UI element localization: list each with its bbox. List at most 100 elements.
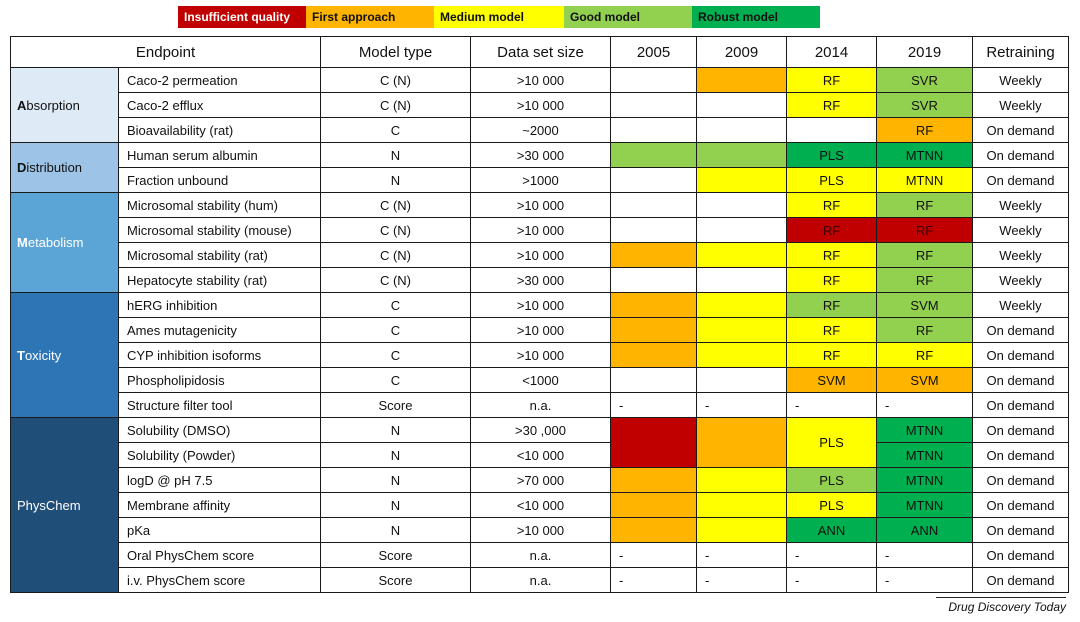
data-set-size-cell: >10 000 <box>470 292 611 318</box>
table-row: Metabolism Microsomal stability (hum) C (N… <box>10 192 1069 293</box>
model-quality-cell-2009 <box>696 192 787 218</box>
model-type-cell: C <box>320 292 471 318</box>
model-type-cell: N <box>320 517 471 543</box>
model-quality-cell-2005 <box>610 317 697 343</box>
model-quality-cell-2009 <box>696 267 787 293</box>
legend-insufficient-quality: Insufficient quality <box>178 6 306 28</box>
endpoint-cell: logD @ pH 7.5 <box>118 467 321 493</box>
category-absorption: Absorption <box>10 67 119 143</box>
endpoint-cell: Fraction unbound <box>118 167 321 193</box>
table-row: pKa N >10 000 ANN ANN On demand <box>11 517 1069 543</box>
col-header-endpoint: Endpoint <box>10 36 321 68</box>
endpoint-cell: hERG inhibition <box>118 292 321 318</box>
endpoint-cell: Microsomal stability (rat) <box>118 242 321 268</box>
model-quality-cell-2005 <box>610 292 697 318</box>
header-row: Endpoint Model type Data set size 2005 2… <box>10 36 1069 68</box>
category-label: oxicity <box>24 347 62 363</box>
model-quality-cell-2014: - <box>786 542 877 568</box>
data-set-size-cell: >10 000 <box>470 317 611 343</box>
model-type-cell: Score <box>320 542 471 568</box>
model-type-cell: N <box>320 417 471 443</box>
model-type-cell: C <box>320 317 471 343</box>
model-type-cell: C (N) <box>320 192 471 218</box>
model-quality-cell-2005 <box>610 217 697 243</box>
table-row: Absorption Caco-2 permeation C (N) >10 000 R… <box>10 67 1069 143</box>
endpoint-cell: CYP inhibition isoforms <box>118 342 321 368</box>
model-quality-cell-2005 <box>610 417 697 468</box>
model-quality-cell-2019: MTNN <box>876 492 973 518</box>
model-type-cell: N <box>320 167 471 193</box>
category-label: istribution <box>26 160 83 175</box>
model-type-cell: C (N) <box>320 267 471 293</box>
retraining-cell: Weekly <box>972 292 1069 318</box>
model-quality-cell-2014: - <box>786 567 877 593</box>
data-set-size-cell: >30 ,000 <box>470 417 611 443</box>
model-quality-cell-2009 <box>696 117 787 143</box>
model-quality-cell-2014: RF <box>786 317 877 343</box>
endpoint-cell: Human serum albumin <box>118 142 321 168</box>
retraining-cell: Weekly <box>972 242 1069 268</box>
model-quality-cell-2014: RF <box>786 292 877 318</box>
model-quality-cell-2009 <box>696 417 787 468</box>
retraining-cell: On demand <box>972 517 1069 543</box>
model-quality-cell-2014: PLS <box>786 492 877 518</box>
data-set-size-cell: n.a. <box>470 392 611 418</box>
legend-robust-model: Robust model <box>692 6 820 28</box>
model-quality-cell-2014: RF <box>786 217 877 243</box>
model-quality-cell-2014: RF <box>786 342 877 368</box>
table-row: CYP inhibition isoforms C >10 000 RF RF On de… <box>11 342 1069 368</box>
model-quality-cell-2014: RF <box>786 67 877 93</box>
endpoint-cell: Oral PhysChem score <box>118 542 321 568</box>
retraining-cell: On demand <box>972 542 1069 568</box>
data-set-size-cell: >1000 <box>470 167 611 193</box>
model-quality-cell-2005 <box>610 142 697 168</box>
model-type-cell: C (N) <box>320 92 471 118</box>
model-quality-cell-2009 <box>696 167 787 193</box>
retraining-cell: On demand <box>972 317 1069 343</box>
model-quality-cell-2009 <box>696 292 787 318</box>
legend-first-approach: First approach <box>306 6 434 28</box>
table-row: logD @ pH 7.5 N >70 000 PLS MTNN On demand <box>11 467 1069 493</box>
model-quality-cell-2005 <box>610 242 697 268</box>
model-quality-cell-2005 <box>610 67 697 93</box>
model-quality-cell-2019: SVM <box>876 292 973 318</box>
model-quality-cell-2009 <box>696 492 787 518</box>
table-row: Caco-2 efflux C (N) >10 000 RF SVR Weekly <box>11 92 1069 118</box>
category-initial: A <box>17 97 27 113</box>
model-quality-cell-2005 <box>610 492 697 518</box>
model-quality-cell-2019: - <box>876 392 973 418</box>
model-quality-cell-2014: RF <box>786 242 877 268</box>
table-row: Distribution Human serum albumin N >30 000 P… <box>10 142 1069 193</box>
table-row: i.v. PhysChem score Score n.a. - - - - On deman… <box>11 567 1069 593</box>
model-type-cell: C (N) <box>320 217 471 243</box>
endpoint-cell: Microsomal stability (hum) <box>118 192 321 218</box>
model-type-cell: N <box>320 142 471 168</box>
model-quality-cell-2009 <box>696 317 787 343</box>
model-quality-cell-2019: MTNN <box>876 417 973 443</box>
table-row: PhysChem Solubility (DMSO) N >30 ,000 PLS MTN… <box>10 417 1069 593</box>
model-quality-cell-2019: SVM <box>876 367 973 393</box>
admet-models-table: Endpoint Model type Data set size 2005 2… <box>10 36 1069 593</box>
model-quality-cell-2005 <box>610 267 697 293</box>
model-quality-cell-2014: - <box>786 392 877 418</box>
category-initial: M <box>17 235 28 250</box>
model-type-cell: C <box>320 342 471 368</box>
retraining-cell: Weekly <box>972 92 1069 118</box>
category-toxicity: Toxicity <box>10 292 119 418</box>
model-quality-cell-2009 <box>696 67 787 93</box>
col-header-2014: 2014 <box>786 36 877 68</box>
retraining-cell: On demand <box>972 142 1069 168</box>
endpoint-cell: Bioavailability (rat) <box>118 117 321 143</box>
model-quality-cell-2009 <box>696 217 787 243</box>
data-set-size-cell: <10 000 <box>470 492 611 518</box>
data-set-size-cell: >10 000 <box>470 342 611 368</box>
table-row: Oral PhysChem score Score n.a. - - - - On deman… <box>11 542 1069 568</box>
table-row: Solubility (Powder) N <10 000 MTNN On demand <box>11 442 1069 468</box>
model-quality-cell-2019: RF <box>876 192 973 218</box>
col-header-data-set-size: Data set size <box>470 36 611 68</box>
model-type-cell: Score <box>320 567 471 593</box>
model-quality-cell-2019: SVR <box>876 67 973 93</box>
model-quality-cell-2019: - <box>876 567 973 593</box>
table-row: Bioavailability (rat) C ~2000 RF On demand <box>11 117 1069 143</box>
model-quality-cell-2005: - <box>610 392 697 418</box>
